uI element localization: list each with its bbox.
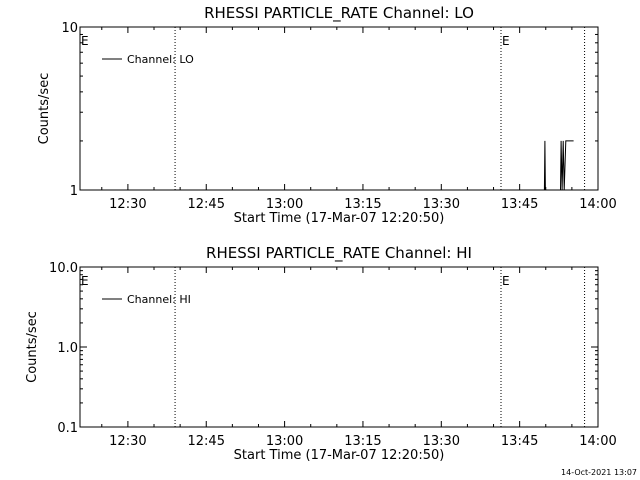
x-tick-label: 13:45	[501, 197, 538, 212]
series-line-1	[543, 140, 574, 191]
x-tick-label: 14:00	[579, 197, 616, 212]
x-tick-label: 14:00	[579, 434, 616, 449]
axes-frame	[79, 266, 599, 428]
y-tick-label: 10	[61, 21, 78, 36]
x-tick-label: 12:30	[109, 434, 146, 449]
chart-title: RHESSI PARTICLE_RATE Channel: HI	[206, 244, 472, 263]
event-marker-label: E	[81, 34, 89, 48]
legend-label: Channel: HI	[127, 293, 191, 306]
axes-frame	[79, 26, 599, 191]
x-tick-label: 13:45	[501, 434, 538, 449]
x-tick-label: 13:15	[344, 434, 381, 449]
x-tick-label: 13:00	[266, 434, 303, 449]
event-marker-label: E	[502, 34, 510, 48]
x-tick-label: 13:15	[344, 197, 381, 212]
x-tick-label: 13:30	[423, 197, 460, 212]
x-tick-label: 13:30	[423, 434, 460, 449]
x-tick-label: 13:00	[266, 197, 303, 212]
x-axis-label: Start Time (17-Mar-07 12:20:50)	[234, 448, 445, 463]
y-tick-label: 10.0	[49, 261, 78, 276]
y-tick-label: 1.0	[57, 341, 78, 356]
panel-2: RHESSI PARTICLE_RATE Channel: HI 12:30 12:…	[25, 244, 617, 463]
panel-1: RHESSI PARTICLE_RATE Channel: LO 12:30 12:…	[37, 4, 617, 226]
event-marker-label: E	[81, 274, 89, 288]
y-tick-label: 0.1	[57, 421, 78, 436]
chart-title: RHESSI PARTICLE_RATE Channel: LO	[204, 4, 474, 23]
x-tick-label: 12:45	[188, 197, 225, 212]
footer-timestamp: 14-Oct-2021 13:07	[561, 468, 637, 477]
legend-label: Channel: LO	[127, 53, 194, 66]
y-tick-label: 1	[70, 184, 78, 199]
y-axis-label: Counts/sec	[37, 73, 52, 145]
x-tick-label: 12:45	[188, 434, 225, 449]
event-marker-label: E	[502, 274, 510, 288]
y-axis-label: Counts/sec	[25, 311, 40, 383]
x-tick-label: 12:30	[109, 197, 146, 212]
x-axis-label: Start Time (17-Mar-07 12:20:50)	[234, 211, 445, 226]
